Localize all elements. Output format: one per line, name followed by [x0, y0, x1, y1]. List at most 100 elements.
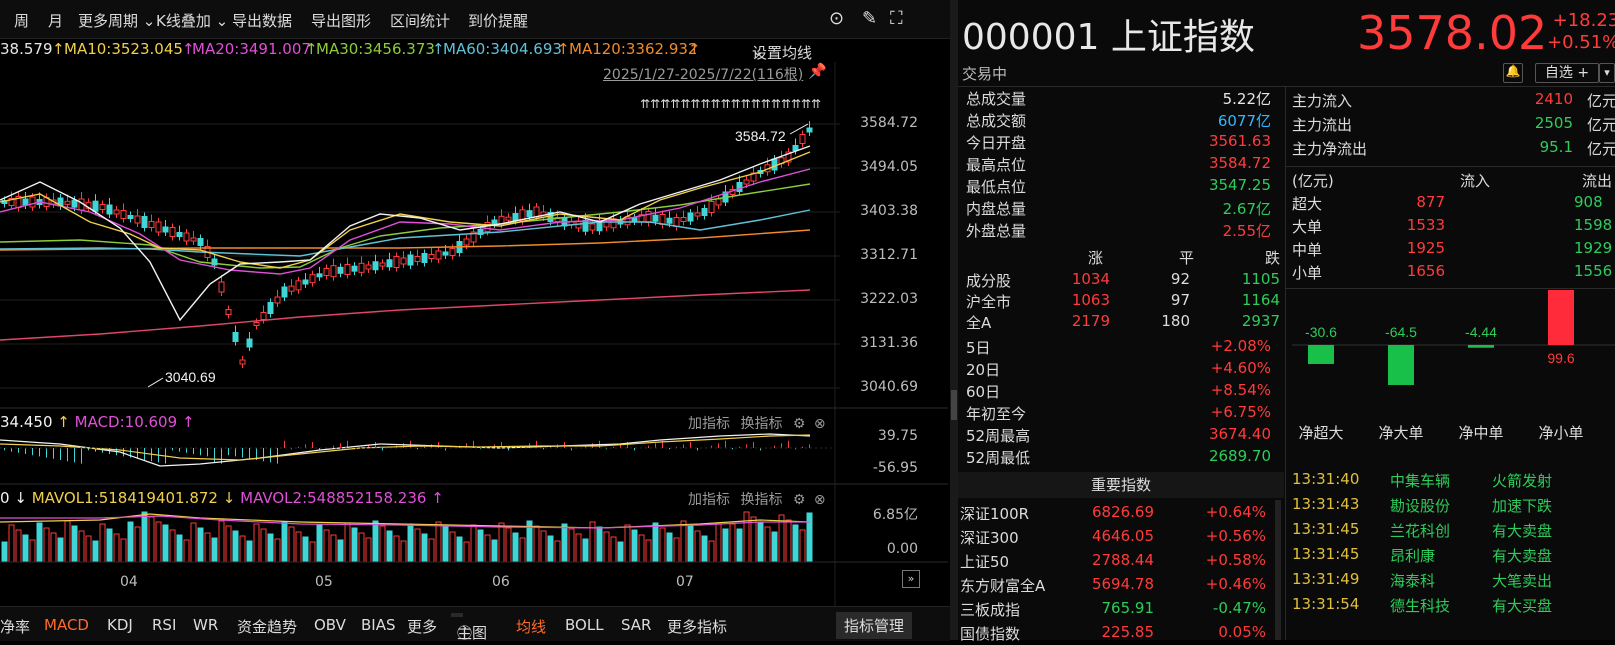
index-row[interactable]: 深证100R 6826.69 +0.64%	[958, 501, 1274, 525]
gear-icon[interactable]: ⚙	[792, 416, 806, 432]
period-month-button[interactable]: 月	[48, 12, 64, 30]
volume-bars	[1, 511, 813, 563]
ticker-row[interactable]: 13:31:43 勘设股份 加速下跌	[1292, 493, 1615, 517]
stock-price: 3578.02	[1357, 6, 1548, 60]
macd-dif-value: 34.450	[0, 413, 53, 431]
splitter-handle[interactable]	[951, 390, 957, 420]
main-chart-button[interactable]: 主图 ⓘ	[451, 613, 487, 642]
ma-legend: 38.579 ↑ MA10:3523.045 ↑ MA20:3491.007 ↑…	[0, 38, 950, 62]
tab-sar[interactable]: SAR	[621, 616, 652, 634]
volume-bar	[281, 521, 288, 563]
kline-chart[interactable]: 3584.72 3040.69 ⇈⇈⇈⇈⇈⇈⇈⇈⇈⇈⇈⇈⇈⇈⇈⇈⇈⇈	[0, 62, 950, 606]
index-name: 三板成指	[960, 601, 1021, 619]
tab-more[interactable]: 更多	[407, 618, 438, 636]
index-name: 国债指数	[960, 625, 1021, 643]
candle	[799, 134, 806, 144]
bell-icon[interactable]: 🔔	[1503, 63, 1523, 83]
brush-icon[interactable]: ✎	[862, 8, 878, 29]
tab-kdj[interactable]: KDJ	[107, 616, 133, 634]
price-alert-button[interactable]: 到价提醒	[468, 12, 529, 30]
close-icon[interactable]: ⊗	[813, 416, 826, 432]
ticker-stock: 昂利康	[1390, 547, 1436, 565]
candle	[407, 254, 414, 266]
vol-switch-indicator-button[interactable]: 换指标	[740, 492, 783, 508]
candle	[99, 204, 106, 210]
volume-bar	[211, 537, 218, 563]
period-week-button[interactable]: 周	[14, 12, 30, 30]
indicator-manage-button[interactable]: 指标管理	[836, 612, 913, 639]
fullscreen-icon[interactable]: ⛶	[890, 8, 903, 29]
ticker-row[interactable]: 13:31:49 海泰科 大笔卖出	[1292, 568, 1615, 592]
index-row[interactable]: 国债指数 225.85 0.05%	[958, 621, 1274, 645]
ticker-row[interactable]: 13:31:45 昂利康 有大卖盘	[1292, 543, 1615, 567]
flow-row-out: 1598	[1574, 216, 1613, 234]
index-price: 2788.44	[1091, 551, 1154, 569]
candle	[162, 226, 169, 233]
macd-add-indicator-button[interactable]: 加指标	[688, 416, 730, 432]
tab-jingl[interactable]: 净率	[0, 618, 31, 636]
chart-toolbar: 周 月 更多周期 ⌄ K线叠加 ⌄ 导出数据 导出图形 区间统计 到价提醒 ⊙ …	[0, 0, 950, 39]
volume-bar	[386, 530, 393, 563]
tab-boll[interactable]: BOLL	[565, 616, 604, 634]
gear-icon[interactable]: ⚙	[792, 492, 806, 508]
range-stats-button[interactable]: 区间统计	[390, 12, 451, 30]
collapse-circle-icon[interactable]: ⊙	[829, 8, 845, 29]
volume-bar	[379, 525, 386, 563]
ticker-row[interactable]: 13:31:40 中集车辆 火箭发射	[1292, 468, 1615, 492]
range-label[interactable]: 2025/1/27-2025/7/22(116根)	[603, 67, 804, 83]
volume-bar	[792, 524, 799, 563]
index-scrollbar[interactable]	[1275, 500, 1281, 640]
export-data-button[interactable]: 导出数据	[232, 12, 293, 30]
stat-row: 今日开盘 3561.63	[966, 132, 1271, 154]
breadth-down: 2937	[1241, 312, 1280, 330]
add-watchlist-button[interactable]: 自选 +	[1535, 63, 1599, 83]
tab-fund-trend[interactable]: 资金趋势	[237, 618, 298, 636]
candle	[715, 198, 722, 206]
more-periods-button[interactable]: 更多周期 ⌄	[78, 10, 155, 31]
period-label: 5日	[966, 339, 991, 357]
expand-right-icon[interactable]: »	[902, 570, 920, 588]
volume-bar	[673, 537, 680, 563]
flow-row-out: 908	[1574, 193, 1603, 211]
vol-add-indicator-button[interactable]: 加指标	[688, 492, 730, 508]
tab-rsi[interactable]: RSI	[152, 616, 177, 634]
trading-status: 交易中	[962, 65, 1008, 83]
tab-ma[interactable]: 均线	[516, 618, 547, 636]
close-icon[interactable]: ⊗	[813, 492, 826, 508]
ticker-row[interactable]: 13:31:54 德生科技 有大买盘	[1292, 593, 1615, 617]
stat-row: 内盘总量 2.67亿	[966, 198, 1271, 220]
flow-summary-value: 95.1	[1539, 138, 1573, 156]
tab-more-indicators[interactable]: 更多指标	[667, 618, 728, 636]
tab-macd[interactable]: MACD	[44, 616, 89, 634]
kline-overlay-button[interactable]: K线叠加 ⌄	[156, 10, 228, 31]
ticker-time: 13:31:45	[1292, 520, 1360, 538]
index-row[interactable]: 上证50 2788.44 +0.58%	[958, 549, 1274, 573]
breadth-down: 1164	[1241, 291, 1280, 309]
ticker-row[interactable]: 13:31:45 兰花科创 有大卖盘	[1292, 518, 1615, 542]
volume-bar	[232, 530, 239, 563]
volume-bar	[659, 527, 666, 563]
volume-bar	[694, 530, 701, 563]
watchlist-dropdown-icon[interactable]: ▾	[1599, 63, 1615, 83]
volume-bar	[43, 527, 50, 563]
volume-bar	[421, 533, 428, 563]
panel-splitter[interactable]	[950, 0, 958, 640]
pin-icon[interactable]: 📌	[808, 62, 827, 80]
candle	[169, 227, 176, 237]
index-row[interactable]: 三板成指 765.91 -0.47%	[958, 597, 1274, 621]
index-row[interactable]: 东方财富全A 5694.78 +0.46%	[958, 573, 1274, 597]
candle	[134, 215, 141, 224]
volume-bar	[638, 534, 645, 563]
tab-wr[interactable]: WR	[193, 616, 219, 634]
macd-switch-indicator-button[interactable]: 换指标	[740, 416, 783, 432]
candle	[267, 302, 274, 314]
index-row[interactable]: 深证300 4646.05 +0.56%	[958, 525, 1274, 549]
volume-bar	[533, 525, 540, 563]
index-section-title: 重要指数	[958, 472, 1284, 498]
tab-bias[interactable]: BIAS	[361, 616, 396, 634]
export-chart-button[interactable]: 导出图形	[311, 12, 372, 30]
breadth-up: 1034	[1071, 270, 1110, 288]
stock-change: +18.23 +0.51%	[1547, 10, 1615, 54]
tab-obv[interactable]: OBV	[314, 616, 346, 634]
index-pct: -0.47%	[1212, 599, 1266, 617]
